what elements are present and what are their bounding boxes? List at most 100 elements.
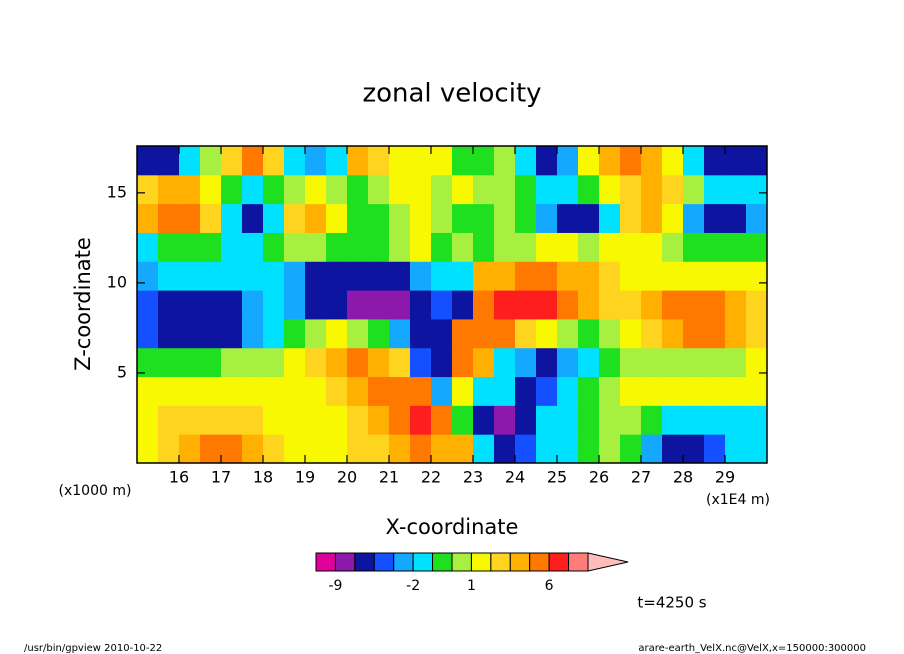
colorbar-box [548, 552, 570, 572]
field-cell [326, 290, 348, 320]
field-cell [557, 376, 579, 406]
field-cell [578, 434, 600, 463]
field-cell [158, 405, 180, 435]
field-cell [599, 232, 621, 262]
field-cell [389, 434, 411, 463]
field-cell [368, 405, 390, 435]
colorbar-tick-label: 1 [467, 578, 476, 594]
field-cell [137, 232, 159, 262]
field-cell [347, 261, 369, 291]
x-tick-label: 16 [169, 468, 189, 487]
field-cell [410, 376, 432, 406]
field-cell [200, 376, 222, 406]
field-cell [473, 203, 495, 233]
field-cell [683, 376, 705, 406]
field-cell [662, 405, 684, 435]
field-cell [515, 347, 537, 378]
field-cell [431, 232, 453, 262]
field-cell [536, 434, 558, 463]
plot-frame [136, 145, 768, 464]
field-cell [599, 376, 621, 406]
field-cell [557, 434, 579, 463]
field-cell [368, 434, 390, 463]
field-cell [368, 290, 390, 320]
field-cell [200, 232, 222, 262]
field-cell [473, 318, 495, 349]
chart-title: zonal velocity [362, 79, 541, 109]
field-cell [326, 376, 348, 406]
field-cell [683, 174, 705, 205]
y-axis-title: Z-coordinate [71, 237, 95, 371]
field-cell [200, 290, 222, 320]
field-cell [620, 146, 642, 176]
field-cell [179, 405, 201, 435]
field-cell [557, 405, 579, 435]
field-cell [410, 146, 432, 176]
field-cell [347, 434, 369, 463]
field-cell [536, 174, 558, 205]
field-cell [368, 347, 390, 378]
field-cell [221, 203, 243, 233]
y-tick-label: 15 [107, 182, 127, 201]
field-cell [536, 318, 558, 349]
field-cell [578, 376, 600, 406]
field-cell [704, 318, 726, 349]
field-cell [242, 290, 264, 320]
field-cell [368, 376, 390, 406]
field-cell [704, 174, 726, 205]
field-cell [200, 318, 222, 349]
field-cell [641, 232, 663, 262]
field-cell [599, 405, 621, 435]
field-cell [578, 232, 600, 262]
field-cell [347, 405, 369, 435]
field-cell [578, 146, 600, 176]
field-cell [284, 434, 306, 463]
field-cell [494, 347, 516, 378]
colorbar-box [373, 552, 395, 572]
field-cell [725, 203, 747, 233]
field-cell [326, 232, 348, 262]
field-cell [200, 434, 222, 463]
field-cell [305, 405, 327, 435]
field-cell [494, 146, 516, 176]
field-cell [473, 261, 495, 291]
field-cell [515, 261, 537, 291]
field-cell [725, 232, 747, 262]
field-cell [536, 232, 558, 262]
field-cell [326, 261, 348, 291]
field-cell [578, 261, 600, 291]
field-cell [683, 203, 705, 233]
field-cell [746, 290, 767, 320]
field-cell [620, 347, 642, 378]
field-cell [410, 405, 432, 435]
field-cell [599, 203, 621, 233]
field-cell [326, 146, 348, 176]
field-cell [641, 174, 663, 205]
field-cell [578, 318, 600, 349]
field-cell [515, 318, 537, 349]
field-cell [683, 318, 705, 349]
field-cell [515, 174, 537, 205]
colorbar-box [354, 552, 375, 572]
field-cell [137, 376, 159, 406]
x-axis-title: X-coordinate [386, 515, 519, 539]
field-cell [536, 405, 558, 435]
colorbar-box [315, 552, 336, 572]
field-cell [368, 174, 390, 205]
field-cell [158, 347, 180, 378]
field-cell [662, 434, 684, 463]
field-cell [137, 261, 159, 291]
field-cell [515, 405, 537, 435]
field-cell [557, 203, 579, 233]
field-cell [347, 232, 369, 262]
colorbar-tick-label: 6 [545, 578, 554, 594]
field-cell [473, 434, 495, 463]
field-cell [137, 290, 159, 320]
x-unit-label: (x1E4 m) [706, 492, 770, 508]
field-cell [494, 174, 516, 205]
field-cell [242, 146, 264, 176]
field-cell [221, 376, 243, 406]
field-cell [242, 318, 264, 349]
field-cell [725, 405, 747, 435]
field-cell [641, 405, 663, 435]
